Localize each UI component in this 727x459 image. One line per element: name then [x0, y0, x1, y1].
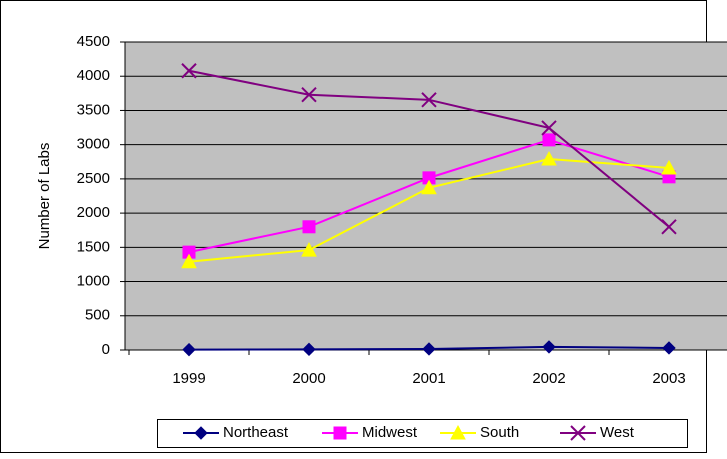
marker — [333, 426, 347, 440]
legend-label: Northeast — [223, 424, 289, 441]
y-tick-label: 500 — [85, 307, 110, 324]
y-tick-label: 2000 — [77, 204, 110, 221]
marker — [661, 219, 677, 235]
marker — [421, 92, 437, 108]
x-tick-label: 2002 — [532, 370, 565, 387]
y-tick-label: 1500 — [77, 238, 110, 255]
marker — [570, 425, 586, 441]
marker — [421, 179, 437, 195]
y-tick-label: 4000 — [77, 67, 110, 84]
marker — [194, 426, 208, 440]
marker — [541, 120, 557, 136]
marker — [542, 133, 556, 147]
legend-box — [157, 419, 688, 448]
y-tick-label: 2500 — [77, 170, 110, 187]
legend-label: Midwest — [362, 424, 418, 441]
x-tick-label: 2003 — [652, 370, 685, 387]
marker — [301, 242, 317, 257]
legend-label: West — [600, 424, 635, 441]
y-tick-label: 3000 — [77, 136, 110, 153]
x-tick-label: 2001 — [412, 370, 445, 387]
y-tick-label: 0 — [102, 341, 110, 358]
marker — [661, 159, 677, 175]
x-tick-label: 2000 — [292, 370, 325, 387]
marker — [181, 63, 197, 79]
marker — [181, 253, 197, 269]
marker — [422, 342, 436, 356]
y-tick-label: 4500 — [77, 33, 110, 50]
marker — [450, 424, 466, 440]
x-tick-label: 1999 — [172, 370, 205, 387]
marker — [182, 342, 196, 357]
marker — [302, 220, 316, 234]
plot-area — [125, 42, 727, 350]
legend-label: South — [480, 424, 519, 441]
marker — [302, 342, 316, 357]
y-axis-label: Number of Labs — [36, 143, 53, 250]
y-tick-label: 3500 — [77, 101, 110, 118]
marker — [541, 150, 557, 166]
marker — [301, 86, 317, 103]
y-tick-label: 1000 — [77, 273, 110, 290]
marker — [542, 340, 556, 354]
marker — [662, 341, 676, 355]
